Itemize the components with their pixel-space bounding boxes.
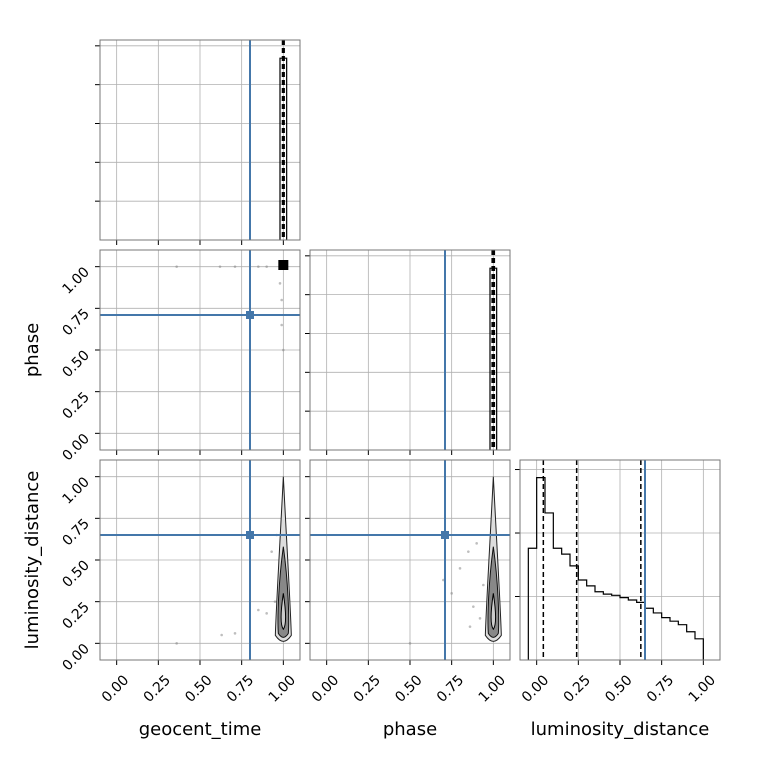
scatter-phase-vs-geocent_time: [95, 249, 301, 455]
sample-point: [280, 323, 283, 327]
y-tick-label: 0.25: [59, 389, 92, 422]
truth-marker: [441, 531, 449, 539]
sample-point: [482, 583, 485, 587]
sample-point: [265, 612, 268, 615]
panel-border: [309, 249, 511, 451]
sample-point: [468, 625, 472, 628]
y-tick-label: 0.75: [59, 516, 92, 549]
y-tick-label: 1.00: [59, 474, 92, 507]
sample-point: [442, 578, 445, 582]
y-tick-label: 0.75: [59, 306, 92, 339]
x-tick-label: 0.50: [392, 672, 425, 705]
y-axis-label-luminosity-distance: luminosity_distance: [22, 471, 43, 650]
density-contour-inner: [280, 593, 287, 631]
sample-point: [175, 265, 178, 268]
sample-point: [475, 542, 478, 545]
x-tick-label: 0.00: [519, 672, 552, 705]
x-tick-label: 0.25: [561, 672, 594, 705]
x-tick-label: 0.00: [99, 672, 132, 705]
histogram-step-line: [527, 477, 704, 660]
sample-point: [450, 592, 453, 595]
density-peak-marker: [278, 260, 289, 270]
y-tick-label: 0.00: [59, 641, 92, 674]
histogram-phase: [305, 249, 511, 455]
x-tick-label: 1.00: [686, 672, 719, 705]
panel-border: [519, 459, 721, 661]
scatter-luminosity_distance-vs-geocent_time: [95, 459, 301, 665]
y-axis-label-phase: phase: [22, 323, 43, 377]
x-tick-label: 0.25: [351, 672, 384, 705]
x-tick-label: 0.25: [141, 672, 174, 705]
sample-point: [273, 600, 277, 603]
y-tick-label: 0.25: [59, 599, 92, 632]
sample-point: [233, 632, 237, 635]
sample-point: [458, 567, 462, 570]
y-tick-label: 1.00: [59, 264, 92, 297]
scatter-luminosity_distance-vs-phase: [305, 459, 511, 665]
x-tick-label: 0.50: [602, 672, 635, 705]
sample-point: [467, 550, 470, 553]
x-axis-label-luminosity-distance: luminosity_distance: [531, 719, 710, 740]
panel-border: [99, 459, 301, 661]
density-contour-inner: [490, 593, 497, 631]
sample-point: [408, 642, 412, 645]
x-tick-label: 0.50: [182, 672, 215, 705]
sample-point: [175, 642, 178, 645]
y-tick-label: 0.50: [59, 348, 92, 381]
panel-border: [99, 249, 301, 451]
x-tick-label: 0.00: [309, 672, 342, 705]
y-tick-label: 0.00: [59, 431, 92, 464]
sample-point: [478, 617, 482, 620]
sample-point: [282, 348, 285, 352]
x-axis-label-geocent-time: geocent_time: [139, 719, 262, 740]
panel-border: [99, 39, 301, 241]
truth-marker: [246, 531, 254, 539]
x-axis-label-phase: phase: [383, 719, 437, 740]
sample-point: [278, 282, 282, 285]
sample-point: [270, 550, 273, 553]
y-tick-label: 0.50: [59, 558, 92, 591]
sample-point: [265, 265, 268, 268]
truth-marker: [246, 311, 254, 319]
sample-point: [257, 608, 260, 612]
x-tick-label: 1.00: [266, 672, 299, 705]
sample-point: [233, 265, 237, 268]
x-tick-label: 0.75: [434, 672, 467, 705]
x-tick-label: 0.75: [644, 672, 677, 705]
histogram-geocent_time: [95, 39, 301, 245]
sample-point: [218, 265, 222, 268]
sample-point: [257, 265, 260, 268]
x-tick-label: 0.75: [224, 672, 257, 705]
histogram-luminosity_distance: [515, 459, 721, 665]
sample-point: [220, 633, 223, 637]
x-tick-label: 1.00: [476, 672, 509, 705]
sample-point: [472, 605, 475, 608]
sample-point: [280, 298, 283, 302]
panel-border: [309, 459, 511, 661]
